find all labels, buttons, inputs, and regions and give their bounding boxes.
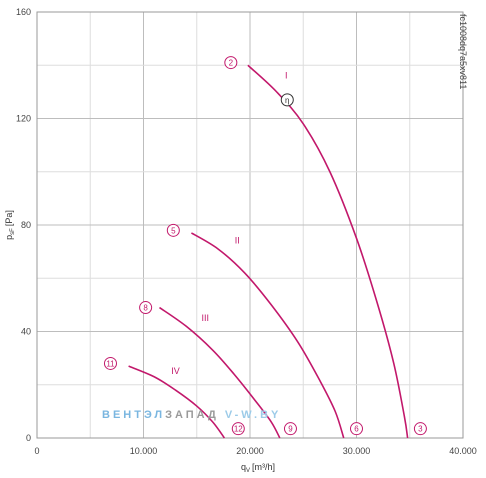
marker-circle bbox=[280, 93, 294, 107]
watermark-part-1: ВЕНТЭЛ bbox=[102, 409, 165, 421]
y-axis-label: psF[Pa] bbox=[4, 210, 16, 240]
y-tick-label: 0 bbox=[26, 433, 31, 443]
marker-label: 6 bbox=[354, 425, 359, 434]
y-tick-label: 160 bbox=[16, 7, 31, 17]
y-tick-label: 40 bbox=[21, 327, 31, 337]
marker-6: 6 bbox=[350, 422, 363, 436]
marker-2: 2 bbox=[224, 56, 238, 70]
marker-12: 12 bbox=[231, 422, 245, 436]
curves bbox=[128, 64, 409, 439]
series-label: I bbox=[285, 71, 288, 81]
series-label: II bbox=[235, 236, 240, 246]
curve-ii bbox=[191, 232, 345, 439]
x-tick-label: 40.000 bbox=[449, 446, 477, 456]
model-code: fc1008dq7a5xv811 bbox=[458, 14, 468, 89]
marker-circle bbox=[103, 356, 117, 370]
marker-circle bbox=[166, 223, 180, 237]
plot-frame bbox=[36, 11, 464, 439]
marker-3: 3 bbox=[413, 422, 427, 436]
marker-11: 11 bbox=[103, 356, 117, 370]
marker-label: 5 bbox=[171, 226, 176, 235]
watermark: ВЕНТЭЛЗАПАД V-W.BY bbox=[102, 409, 281, 421]
marker-label: η bbox=[285, 96, 289, 105]
tick-labels: 0 10.000 20.000 30.000 40.000 0 40 80 120 160 bbox=[16, 7, 477, 456]
watermark-part-3: V-W.BY bbox=[225, 409, 282, 421]
series-label: IV bbox=[171, 366, 180, 376]
curve-iii bbox=[159, 306, 281, 439]
marker-circle bbox=[413, 422, 427, 436]
marker-circle bbox=[139, 301, 153, 315]
x-tick-label: 30.000 bbox=[343, 446, 371, 456]
marker-circle bbox=[224, 56, 238, 70]
marker-5: 5 bbox=[166, 223, 180, 237]
marker-label: 9 bbox=[288, 425, 293, 434]
operating-point-markers: 2 η 5 8 11 12 9 6 3 bbox=[103, 56, 427, 436]
marker-η: η bbox=[280, 93, 294, 107]
x-tick-label: 0 bbox=[34, 446, 39, 456]
marker-circle bbox=[283, 422, 297, 436]
x-tick-label: 10.000 bbox=[130, 446, 158, 456]
series-label: III bbox=[202, 313, 210, 323]
marker-circle bbox=[231, 422, 245, 436]
x-axis-label: qV [m³/h] bbox=[241, 462, 275, 474]
y-tick-label: 80 bbox=[21, 220, 31, 230]
curve-iv bbox=[128, 365, 226, 439]
marker-label: 3 bbox=[418, 425, 423, 434]
x-tick-label: 20.000 bbox=[236, 446, 264, 456]
curve-i bbox=[247, 64, 409, 439]
marker-label: 11 bbox=[106, 359, 115, 368]
marker-8: 8 bbox=[139, 301, 153, 315]
y-tick-label: 120 bbox=[16, 114, 31, 124]
marker-label: 2 bbox=[229, 59, 234, 68]
marker-circle bbox=[350, 422, 363, 436]
marker-label: 8 bbox=[143, 304, 148, 313]
grid-lines bbox=[37, 12, 463, 438]
marker-9: 9 bbox=[283, 422, 297, 436]
watermark-part-2: ЗАПАД bbox=[165, 409, 219, 421]
marker-label: 12 bbox=[234, 425, 243, 434]
